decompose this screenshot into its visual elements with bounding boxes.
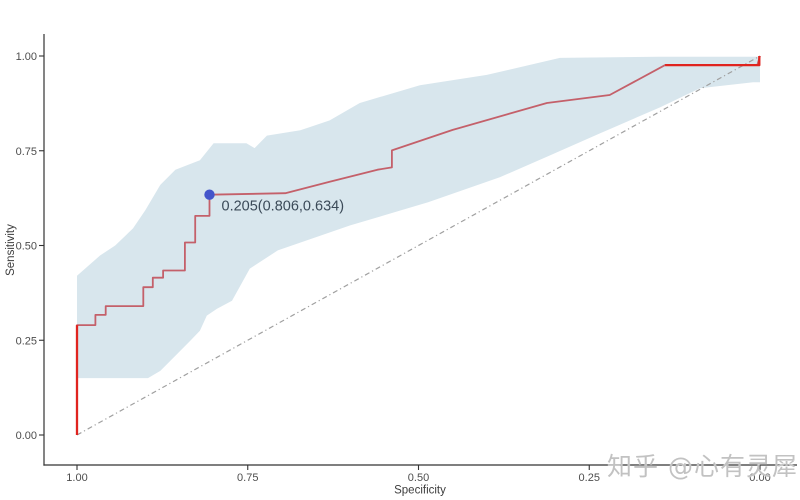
y-axis-title: Sensitivity [5, 224, 17, 276]
y-tick-label: 0.50 [16, 241, 37, 253]
y-tick-label: 0.25 [16, 335, 37, 347]
x-tick-label: 1.00 [66, 472, 87, 484]
y-tick-label: 0.75 [16, 146, 37, 158]
x-axis-title: Specificity [394, 485, 446, 497]
optimal-cutoff-point [204, 189, 215, 200]
x-tick-label: 0.00 [749, 472, 770, 484]
cutoff-annotation: 0.205(0.806,0.634) [222, 199, 345, 215]
y-tick-label: 1.00 [16, 51, 37, 63]
diagonal-reference-line [76, 55, 761, 436]
roc-curve [76, 55, 761, 435]
roc-end-segment [665, 56, 761, 67]
x-tick-label: 0.50 [408, 472, 429, 484]
watermark: 知乎 @心有灵犀 [607, 452, 798, 481]
y-tick-label: 0.00 [16, 430, 37, 442]
confidence-band [77, 56, 760, 379]
x-tick-label: 0.75 [237, 472, 258, 484]
x-tick-label: 0.25 [579, 472, 600, 484]
